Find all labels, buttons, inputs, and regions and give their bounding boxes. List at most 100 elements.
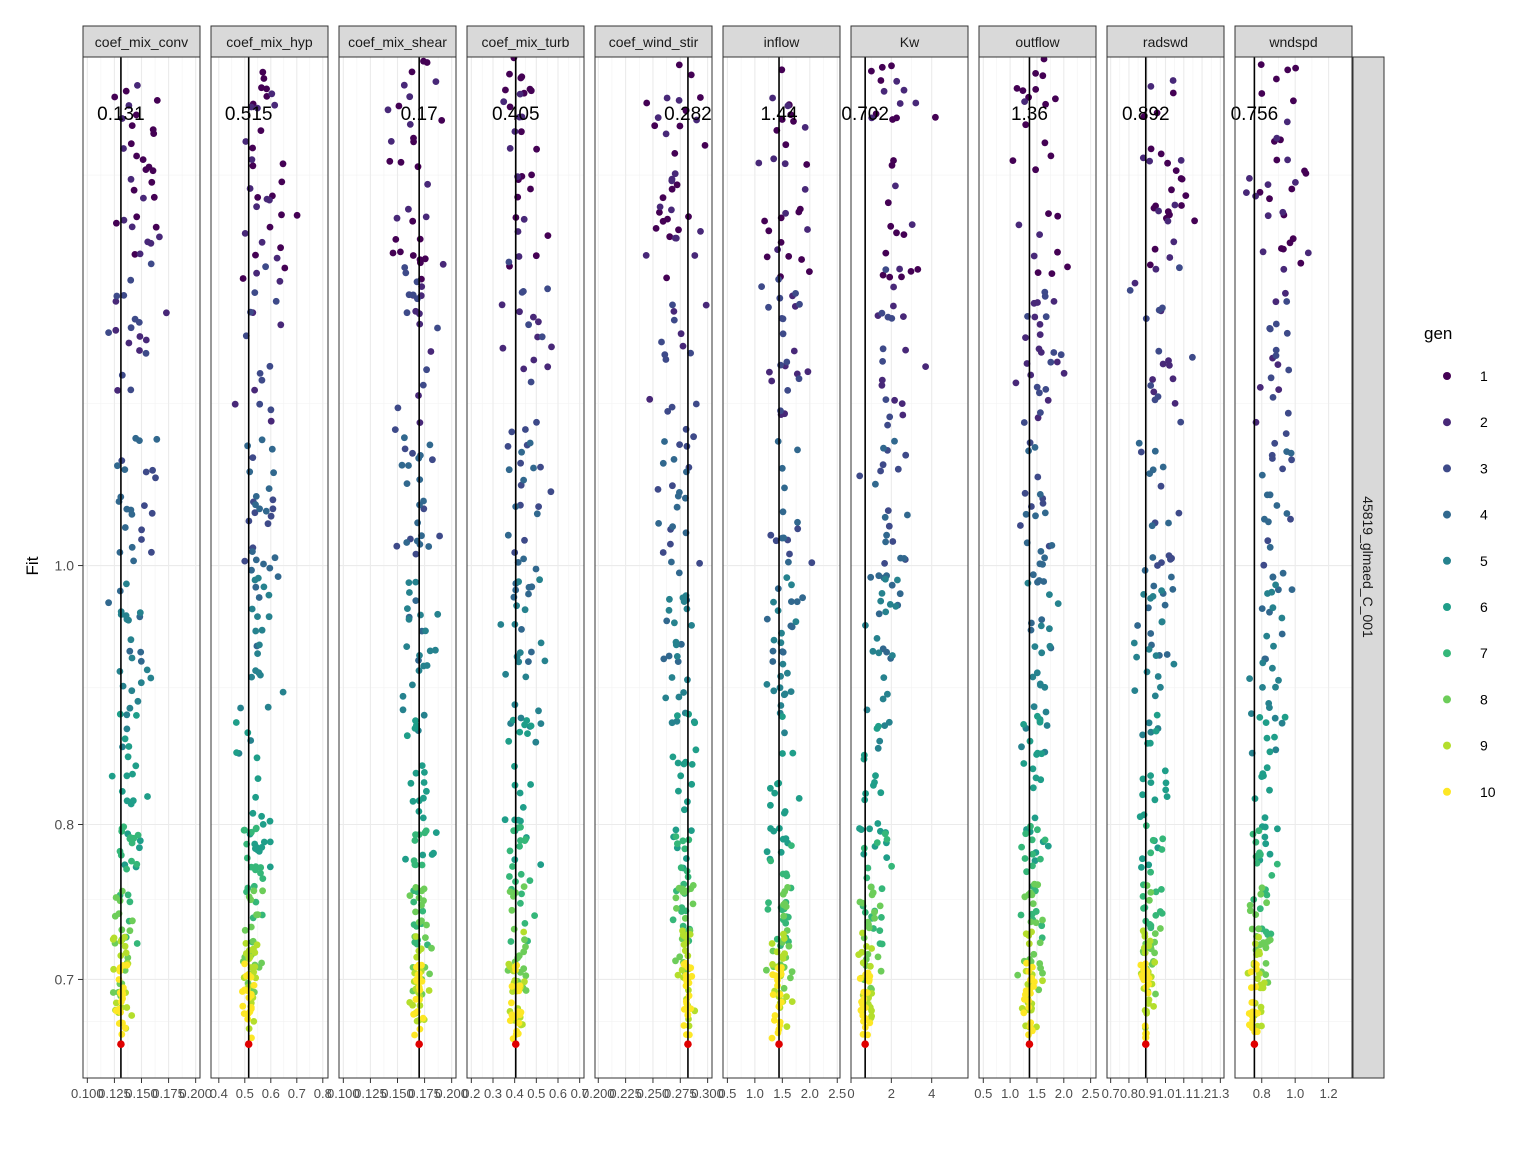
point-gen-2	[693, 116, 700, 124]
point-gen-6	[136, 837, 144, 845]
point-gen-4	[1031, 444, 1039, 451]
point-gen-1	[149, 126, 157, 133]
point-gen-3	[272, 297, 280, 305]
point-gen-5	[673, 717, 681, 725]
point-gen-6	[767, 825, 774, 832]
point-gen-6	[1139, 775, 1147, 783]
point-gen-1	[1025, 93, 1032, 101]
best-value-label: 0.17	[401, 104, 438, 125]
legend-key	[1443, 603, 1451, 611]
point-gen-5	[882, 575, 889, 583]
point-gen-5	[877, 597, 885, 605]
point-gen-7	[1027, 822, 1034, 830]
point-gen-3	[1271, 439, 1279, 447]
point-gen-3	[269, 496, 277, 504]
point-gen-6	[1020, 760, 1028, 767]
point-gen-5	[1046, 625, 1053, 633]
point-gen-6	[521, 721, 528, 729]
point-gen-1	[239, 275, 247, 282]
point-gen-1	[517, 74, 525, 82]
point-gen-6	[501, 816, 509, 824]
point-gen-6	[407, 779, 415, 787]
point-gen-1	[1169, 89, 1177, 97]
point-gen-1	[133, 152, 141, 160]
best-value-label: 0.282	[664, 104, 712, 125]
point-gen-10	[776, 1018, 784, 1026]
point-gen-7	[1022, 830, 1030, 838]
point-gen-6	[674, 712, 681, 719]
point-gen-7	[864, 864, 872, 872]
point-gen-9	[121, 933, 128, 941]
point-gen-6	[432, 829, 440, 836]
point-gen-4	[414, 519, 421, 527]
point-gen-1	[279, 160, 287, 168]
point-gen-1	[527, 87, 535, 95]
point-gen-3	[1147, 382, 1155, 389]
point-gen-4	[1149, 554, 1157, 561]
point-gen-2	[675, 97, 683, 104]
facet-coef_mix_turb: 0.405 coef_mix_turb 0.2 0.3 0.4 0.5 0.6 0.7	[462, 25, 589, 1101]
point-gen-4	[252, 556, 260, 564]
point-gen-4	[1279, 569, 1287, 577]
point-gen-2	[248, 156, 256, 164]
point-gen-1	[1172, 167, 1180, 175]
point-gen-7	[1152, 912, 1160, 919]
point-gen-1	[1182, 192, 1190, 200]
point-gen-5	[147, 674, 155, 682]
point-gen-4	[778, 464, 786, 472]
point-gen-3	[885, 522, 893, 530]
x-tick-label: 1.0	[746, 1086, 764, 1101]
point-gen-10	[410, 1010, 417, 1018]
point-gen-3	[401, 445, 409, 453]
point-gen-7	[1034, 826, 1041, 834]
best-point	[244, 1040, 253, 1049]
point-gen-4	[1022, 510, 1030, 518]
point-gen-2	[120, 145, 127, 152]
point-gen-6	[1258, 773, 1266, 780]
point-gen-1	[687, 71, 695, 79]
x-tick-label: 2.5	[828, 1086, 846, 1101]
point-gen-8	[874, 953, 882, 961]
point-gen-3	[394, 404, 402, 412]
point-gen-10	[1247, 968, 1255, 976]
point-gen-10	[771, 1016, 778, 1024]
point-gen-2	[136, 250, 144, 258]
point-gen-6	[266, 838, 274, 846]
point-gen-3	[886, 413, 894, 421]
point-gen-3	[267, 406, 275, 414]
point-gen-3	[1017, 522, 1024, 529]
point-gen-3	[856, 472, 864, 480]
point-gen-5	[776, 684, 784, 692]
point-gen-3	[118, 457, 126, 464]
point-gen-2	[1030, 252, 1038, 260]
point-gen-3	[668, 403, 676, 411]
point-gen-4	[270, 469, 277, 477]
point-gen-7	[410, 898, 418, 906]
point-gen-5	[137, 679, 145, 687]
point-gen-10	[856, 975, 864, 982]
point-gen-3	[147, 260, 155, 268]
point-gen-2	[896, 265, 903, 273]
x-tick-label: 0.2	[462, 1086, 480, 1101]
point-gen-4	[533, 510, 541, 518]
point-gen-3	[676, 441, 683, 448]
point-gen-7	[509, 863, 516, 870]
point-gen-1	[778, 66, 786, 74]
point-gen-5	[1269, 664, 1276, 672]
point-gen-10	[412, 995, 420, 1003]
point-gen-3	[696, 559, 703, 567]
point-gen-3	[148, 509, 156, 517]
point-gen-6	[420, 779, 428, 786]
point-gen-10	[241, 960, 249, 968]
point-gen-4	[274, 573, 282, 580]
point-gen-5	[248, 605, 256, 613]
point-gen-2	[1259, 248, 1267, 256]
point-gen-2	[530, 313, 537, 321]
point-gen-2	[1159, 360, 1167, 368]
point-gen-1	[1147, 145, 1155, 153]
point-gen-9	[867, 962, 874, 970]
point-gen-10	[865, 976, 873, 984]
point-gen-5	[502, 670, 509, 678]
point-gen-4	[260, 560, 267, 568]
point-gen-2	[515, 253, 523, 260]
